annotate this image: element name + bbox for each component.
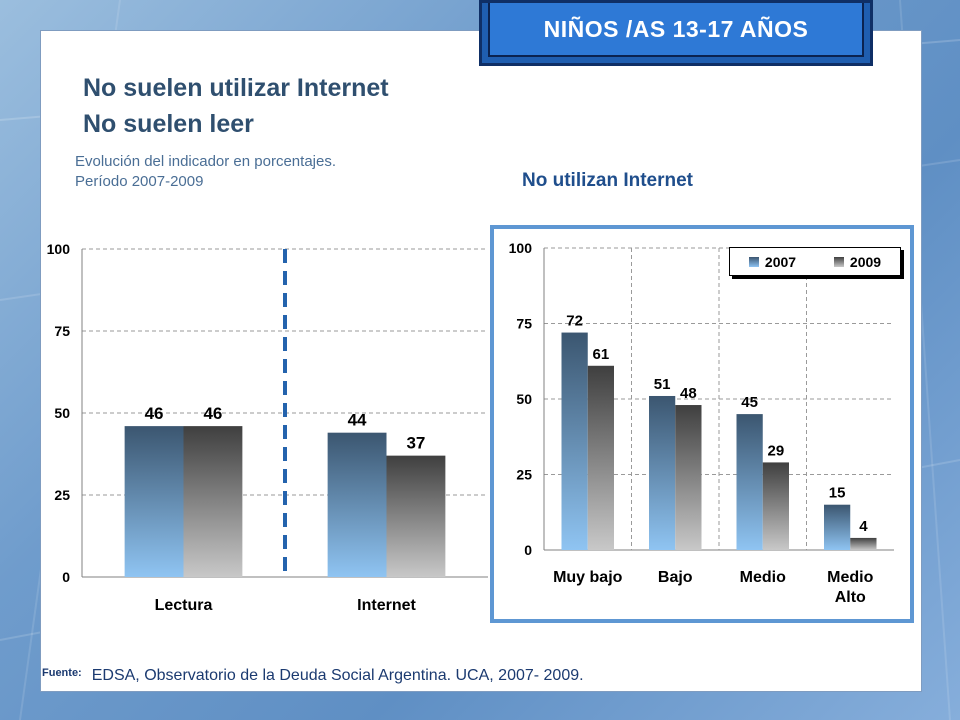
source-label: Fuente: [42,667,82,679]
right-bar [561,332,588,550]
right-ytick-label: 50 [516,391,532,407]
left-data-label: 44 [348,411,367,430]
subtitle-line-2: Período 2007-2009 [75,173,204,190]
header-banner: NIÑOS /AS 13-17 AÑOS [479,0,873,66]
source-note: Fuente: EDSA, Observatorio de la Deuda So… [42,667,584,685]
right-data-label: 48 [680,385,697,402]
right-chart-frame [490,225,914,623]
legend-label-2007: 2007 [764,253,797,270]
left-bar [386,455,446,577]
right-ytick-label: 100 [509,240,533,256]
left-category-label: Internet [357,597,416,614]
right-bar [675,405,702,550]
header-inner: NIÑOS /AS 13-17 AÑOS [488,3,864,57]
left-ytick-label: 25 [54,487,70,503]
right-category-label: Bajo [658,569,693,586]
subtitle-line-1: Evolución del indicador en porcentajes. [75,153,336,170]
right-bar [587,365,614,550]
title-line-1: No suelen utilizar Internet [83,74,389,102]
right-category-label: Medio [827,569,873,586]
right-bar [649,395,676,550]
right-data-label: 15 [829,485,846,502]
right-category-label: Medio [740,569,786,586]
legend-item-2007: 2007 [748,253,797,270]
right-bar [736,414,763,550]
right-data-label: 4 [859,518,868,535]
right-bar [824,504,851,550]
right-chart-title: No utilizan Internet [522,170,693,191]
right-category-label: Muy bajo [553,569,623,586]
left-bar [124,426,184,577]
left-bar [327,432,387,577]
legend-label-2009: 2009 [849,253,882,270]
right-bar [850,537,877,550]
left-data-label: 37 [406,434,425,453]
left-data-label: 46 [203,404,222,423]
chart-legend: 2007 2009 [729,247,901,276]
right-data-label: 72 [566,313,583,330]
right-category-label: Alto [835,589,866,606]
right-data-label: 61 [593,346,610,363]
legend-item-2009: 2009 [833,253,882,270]
left-ytick-label: 50 [54,405,70,421]
left-data-label: 46 [145,404,164,423]
right-data-label: 45 [741,394,758,411]
left-ytick-label: 75 [54,323,70,339]
right-data-label: 51 [654,376,671,393]
right-ytick-label: 0 [524,542,532,558]
left-ytick-label: 0 [62,569,70,585]
right-data-label: 29 [768,442,785,459]
source-text: EDSA, Observatorio de la Deuda Social Ar… [91,667,584,684]
left-ytick-label: 100 [47,241,71,257]
right-ytick-label: 75 [516,316,532,332]
title-line-2: No suelen leer [83,110,254,138]
legend-swatch-2009 [833,256,844,267]
left-bar [183,426,243,577]
right-bar [762,462,789,550]
left-category-label: Lectura [155,597,213,614]
right-ytick-label: 25 [516,467,532,483]
legend-swatch-2007 [748,256,759,267]
header-title: NIÑOS /AS 13-17 AÑOS [543,15,809,42]
